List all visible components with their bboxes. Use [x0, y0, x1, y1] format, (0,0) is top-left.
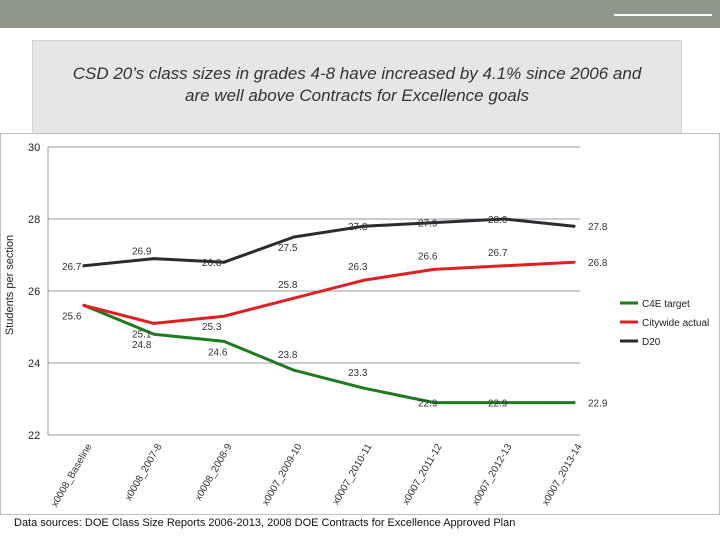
- data-label: 25.6: [62, 311, 82, 322]
- data-point: [292, 235, 296, 239]
- x-tick-label: x0008_2007-8: [123, 442, 165, 503]
- data-label: 26.9: [132, 247, 152, 258]
- data-point: [152, 257, 156, 261]
- data-point: [292, 296, 296, 300]
- data-point: [432, 401, 436, 405]
- title-box: CSD 20’s class sizes in grades 4-8 have …: [32, 40, 682, 134]
- data-point: [222, 314, 226, 318]
- data-point: [502, 264, 506, 268]
- data-point: [222, 260, 226, 264]
- data-label: 25.3: [202, 322, 222, 333]
- slide-title-line-1: CSD 20’s class sizes in grades 4-8 have …: [72, 64, 642, 83]
- y-tick-label: 24: [28, 358, 40, 370]
- data-label: 22.9: [588, 399, 608, 410]
- footnote: Data sources: DOE Class Size Reports 200…: [14, 517, 516, 529]
- data-label: 22.9: [488, 399, 508, 410]
- series-line: [82, 303, 576, 405]
- x-tick-label: x0007_2013-14: [540, 442, 584, 508]
- data-label: 26.8: [202, 258, 222, 269]
- x-tick-label: x0008_2008-9: [193, 442, 235, 503]
- data-label: 26.6: [418, 251, 438, 262]
- y-tick-label: 30: [28, 142, 40, 154]
- data-label: 26.7: [488, 248, 508, 259]
- data-point: [502, 401, 506, 405]
- legend-label: D20: [642, 337, 661, 348]
- data-label: 27.8: [348, 222, 368, 233]
- top-banner: [0, 0, 720, 28]
- data-point: [572, 401, 576, 405]
- data-point: [222, 339, 226, 343]
- series-line: [82, 260, 576, 325]
- data-label: 22.9: [418, 399, 438, 410]
- data-point: [572, 260, 576, 264]
- data-point: [292, 368, 296, 372]
- x-tick-label: x0007_2011-12: [401, 442, 445, 507]
- data-point: [572, 224, 576, 228]
- data-point: [362, 386, 366, 390]
- legend-label: Citywide actual: [642, 318, 709, 329]
- data-point: [362, 278, 366, 282]
- x-tick-label: x0008_Baseline: [49, 442, 94, 510]
- y-tick-label: 28: [28, 214, 40, 226]
- data-label: 25.8: [278, 280, 298, 291]
- y-tick-label: 26: [28, 286, 40, 298]
- y-tick-label: 22: [28, 430, 40, 442]
- data-point: [152, 332, 156, 336]
- series-line: [82, 217, 576, 268]
- data-point: [152, 321, 156, 325]
- data-label: 27.5: [278, 243, 298, 254]
- data-point: [82, 264, 86, 268]
- x-tick-label: x0007_2009-10: [260, 442, 304, 508]
- data-label: 28.0: [488, 215, 508, 226]
- y-axis-label: Students per section: [4, 235, 16, 335]
- data-label: 26.8: [588, 258, 608, 269]
- data-label: 27.9: [418, 219, 438, 230]
- slide-title: CSD 20’s class sizes in grades 4-8 have …: [33, 63, 681, 107]
- data-label: 26.7: [62, 262, 82, 273]
- data-point: [362, 224, 366, 228]
- data-point: [432, 267, 436, 271]
- data-label: 27.8: [588, 222, 608, 233]
- data-point: [82, 303, 86, 307]
- data-label: 24.8: [132, 340, 152, 351]
- data-point: [502, 217, 506, 221]
- data-label: 23.8: [278, 350, 298, 361]
- data-label: 26.3: [348, 262, 368, 273]
- x-tick-label: x0007_2012-13: [470, 442, 514, 508]
- slide-title-line-2: are well above Contracts for Excellence …: [185, 86, 529, 105]
- data-label: 23.3: [348, 368, 368, 379]
- x-tick-label: x0007_2010-11: [331, 442, 375, 507]
- banner-accent-line: [614, 14, 712, 16]
- data-point: [432, 221, 436, 225]
- data-label: 24.6: [208, 347, 228, 358]
- legend-label: C4E target: [642, 299, 690, 310]
- data-label: 25.1: [132, 329, 152, 340]
